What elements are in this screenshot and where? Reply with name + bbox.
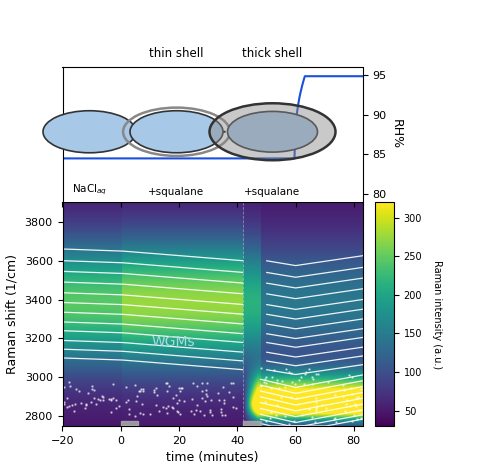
Y-axis label: RH%: RH% xyxy=(390,119,403,149)
X-axis label: time (minutes): time (minutes) xyxy=(166,451,259,464)
Y-axis label: Raman intensity (a.u.): Raman intensity (a.u.) xyxy=(432,259,442,369)
Circle shape xyxy=(130,111,223,153)
Text: +squalane: +squalane xyxy=(244,187,300,197)
Y-axis label: Raman shift (1/cm): Raman shift (1/cm) xyxy=(6,254,19,374)
Text: thick shell: thick shell xyxy=(242,47,302,60)
Text: thin shell: thin shell xyxy=(149,47,204,60)
Text: WGMs: WGMs xyxy=(152,336,195,349)
Bar xyxy=(121,421,138,425)
Text: +squalane: +squalane xyxy=(148,187,204,197)
Text: NaCl$_{aq}$: NaCl$_{aq}$ xyxy=(72,182,107,197)
Circle shape xyxy=(210,103,336,160)
Circle shape xyxy=(228,111,318,152)
Bar xyxy=(243,421,260,425)
Circle shape xyxy=(43,111,136,153)
